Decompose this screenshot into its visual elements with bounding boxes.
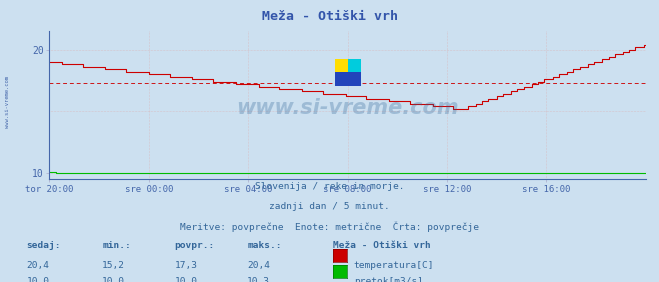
Text: 10,0: 10,0 [26,277,49,282]
Text: sedaj:: sedaj: [26,241,61,250]
Text: Slovenija / reke in morje.: Slovenija / reke in morje. [255,182,404,191]
Text: Meža - Otiški vrh: Meža - Otiški vrh [262,10,397,23]
Text: 20,4: 20,4 [247,261,270,270]
Text: 10,0: 10,0 [175,277,198,282]
FancyBboxPatch shape [335,72,360,86]
Text: 10,0: 10,0 [102,277,125,282]
Text: www.si-vreme.com: www.si-vreme.com [237,98,459,118]
Text: 17,3: 17,3 [175,261,198,270]
Text: www.si-vreme.com: www.si-vreme.com [5,76,11,127]
Text: Meritve: povprečne  Enote: metrične  Črta: povprečje: Meritve: povprečne Enote: metrične Črta:… [180,221,479,232]
Text: min.:: min.: [102,241,131,250]
Text: Meža - Otiški vrh: Meža - Otiški vrh [333,241,430,250]
Text: maks.:: maks.: [247,241,281,250]
Text: 15,2: 15,2 [102,261,125,270]
FancyBboxPatch shape [335,59,348,72]
Text: povpr.:: povpr.: [175,241,215,250]
Text: 20,4: 20,4 [26,261,49,270]
Text: 10,3: 10,3 [247,277,270,282]
Text: zadnji dan / 5 minut.: zadnji dan / 5 minut. [269,202,390,211]
Text: temperatura[C]: temperatura[C] [354,261,434,270]
FancyBboxPatch shape [348,59,360,72]
Text: pretok[m3/s]: pretok[m3/s] [354,277,423,282]
